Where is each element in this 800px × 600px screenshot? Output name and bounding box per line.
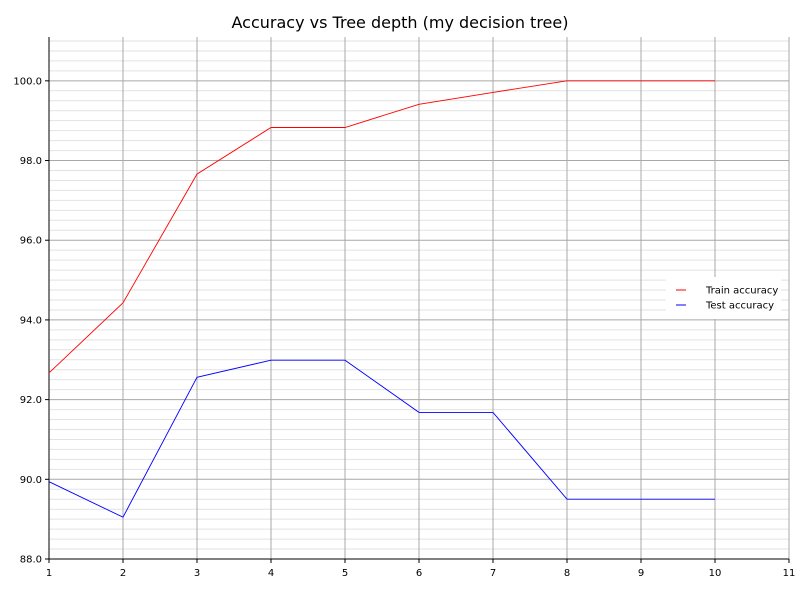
x-tick-label: 3 bbox=[194, 568, 200, 579]
y-tick-label: 92.0 bbox=[20, 395, 42, 406]
y-tick-label: 96.0 bbox=[20, 236, 42, 247]
x-tick-label: 1 bbox=[46, 568, 52, 579]
x-tick-label: 8 bbox=[564, 568, 570, 579]
x-tick-label: 7 bbox=[490, 568, 496, 579]
x-tick-label: 6 bbox=[416, 568, 422, 579]
x-tick-label: 5 bbox=[342, 568, 348, 579]
x-tick-label: 2 bbox=[120, 568, 126, 579]
x-tick-label: 10 bbox=[709, 568, 722, 579]
x-tick-label: 9 bbox=[638, 568, 644, 579]
y-tick-label: 88.0 bbox=[20, 555, 42, 566]
y-tick-label: 94.0 bbox=[20, 315, 42, 326]
chart-title: Accuracy vs Tree depth (my decision tree… bbox=[232, 13, 569, 32]
series-layer bbox=[48, 80, 715, 518]
series-line-train bbox=[48, 80, 715, 374]
legend-label: Train accuracy bbox=[705, 286, 778, 297]
series-line-test bbox=[48, 359, 715, 518]
legend-label: Test accuracy bbox=[705, 301, 774, 312]
legend-box bbox=[666, 277, 781, 319]
y-tick-label: 90.0 bbox=[20, 475, 42, 486]
tick-labels: 88.0 90.0 92.0 94.0 96.0 98.0 100.0 1 2 3 4 5 6 7 8 9 10… bbox=[13, 76, 795, 579]
legend: Train accuracy Test accuracy bbox=[666, 277, 781, 319]
x-tick-label: 11 bbox=[783, 568, 796, 579]
y-tick-label: 100.0 bbox=[13, 76, 42, 87]
y-tick-label: 98.0 bbox=[20, 156, 42, 167]
x-tick-label: 4 bbox=[268, 568, 274, 579]
